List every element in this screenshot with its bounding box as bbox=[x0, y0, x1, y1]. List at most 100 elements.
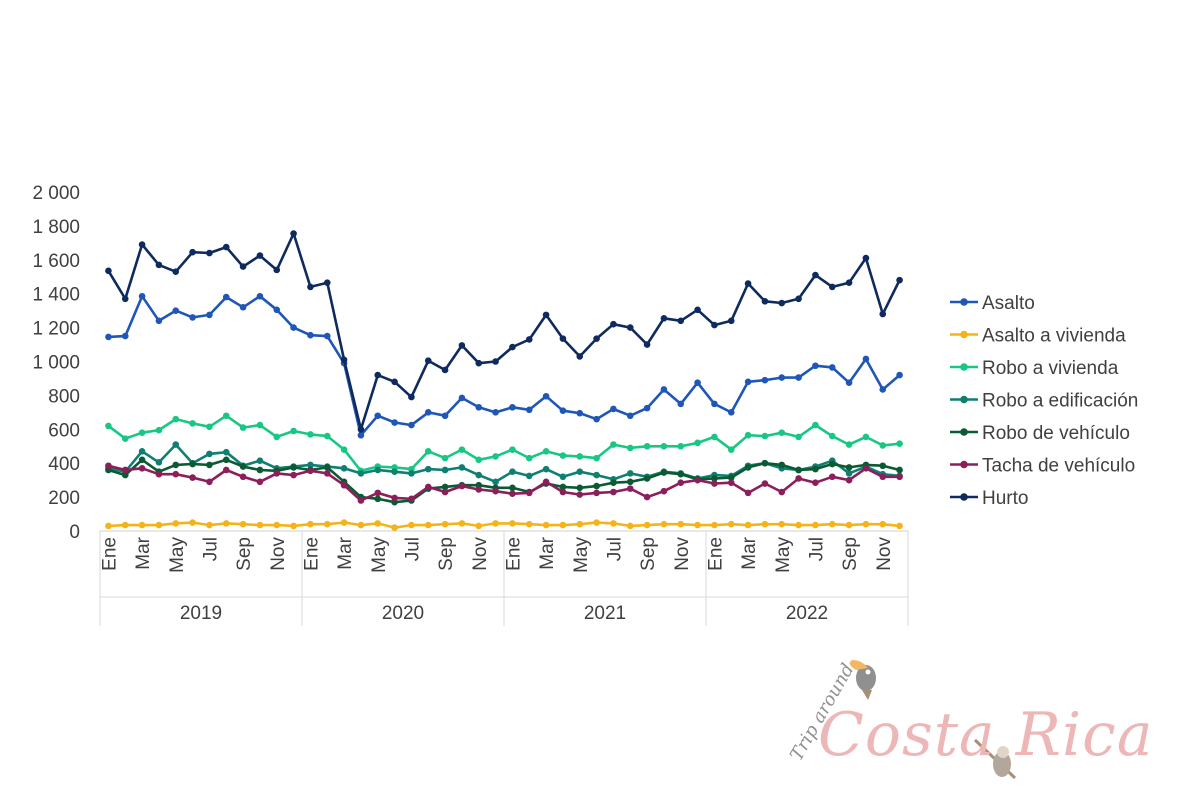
data-point bbox=[896, 522, 903, 530]
data-point bbox=[391, 494, 398, 502]
legend-item: Asalto a vivienda bbox=[950, 326, 1126, 347]
data-point bbox=[795, 433, 802, 441]
data-point bbox=[828, 473, 836, 481]
data-point bbox=[155, 459, 163, 466]
data-point bbox=[458, 482, 466, 490]
data-point bbox=[828, 460, 836, 468]
x-tick-label: Sep bbox=[840, 537, 861, 571]
data-point bbox=[307, 331, 314, 339]
x-tick-label: Sep bbox=[234, 537, 255, 571]
data-point bbox=[660, 442, 668, 450]
data-point bbox=[576, 520, 584, 528]
data-point bbox=[643, 442, 651, 450]
data-point bbox=[155, 426, 163, 434]
data-point bbox=[290, 324, 297, 331]
data-point bbox=[391, 419, 398, 426]
data-point bbox=[391, 524, 398, 531]
series-asalto bbox=[105, 292, 903, 439]
data-point bbox=[424, 521, 432, 529]
legend-label: Asalto bbox=[982, 293, 1035, 314]
data-point bbox=[896, 371, 903, 379]
data-point bbox=[862, 254, 870, 262]
data-point bbox=[323, 332, 331, 340]
data-point bbox=[357, 497, 365, 504]
data-point bbox=[222, 412, 230, 420]
data-point bbox=[778, 299, 786, 307]
legend-item: Robo a edificación bbox=[950, 391, 1138, 412]
data-point bbox=[711, 400, 718, 408]
data-point bbox=[105, 522, 112, 530]
data-point bbox=[121, 295, 129, 303]
data-point bbox=[778, 429, 786, 436]
data-point bbox=[896, 473, 903, 481]
data-point bbox=[206, 423, 213, 431]
data-point bbox=[643, 475, 651, 482]
data-point bbox=[542, 448, 550, 455]
data-point bbox=[643, 521, 651, 529]
data-point bbox=[593, 519, 600, 526]
data-point bbox=[845, 476, 853, 484]
data-point bbox=[694, 476, 701, 484]
data-point bbox=[290, 230, 297, 237]
data-point bbox=[694, 306, 701, 314]
data-point bbox=[206, 311, 213, 319]
data-point bbox=[222, 520, 230, 527]
data-point bbox=[239, 424, 247, 431]
data-point bbox=[340, 481, 348, 489]
data-point bbox=[340, 519, 348, 526]
data-point bbox=[189, 519, 196, 526]
data-point bbox=[677, 520, 685, 528]
data-point bbox=[677, 317, 685, 325]
data-point bbox=[576, 453, 584, 460]
data-point bbox=[593, 471, 600, 479]
data-point bbox=[256, 521, 264, 529]
data-point bbox=[610, 441, 617, 448]
data-point bbox=[307, 283, 314, 291]
legend-label: Robo a vivienda bbox=[982, 358, 1119, 379]
data-point bbox=[727, 446, 735, 453]
data-point bbox=[559, 335, 567, 342]
data-point bbox=[441, 466, 449, 474]
data-point bbox=[121, 332, 129, 340]
data-point bbox=[374, 489, 382, 497]
data-point bbox=[542, 478, 550, 486]
legend-swatch-marker bbox=[960, 330, 968, 339]
series-hurto bbox=[105, 230, 903, 433]
data-point bbox=[812, 521, 819, 529]
data-point bbox=[441, 520, 449, 528]
data-point bbox=[761, 480, 769, 487]
data-point bbox=[559, 473, 567, 481]
data-point bbox=[441, 366, 449, 374]
data-point bbox=[593, 415, 600, 423]
data-point bbox=[711, 521, 718, 529]
data-point bbox=[593, 489, 600, 497]
data-point bbox=[408, 495, 415, 503]
data-point bbox=[795, 295, 802, 303]
data-point bbox=[206, 521, 213, 529]
data-point bbox=[441, 483, 449, 491]
data-point bbox=[239, 463, 247, 470]
data-point bbox=[509, 520, 516, 527]
data-point bbox=[424, 409, 432, 416]
data-point bbox=[660, 469, 668, 476]
data-point bbox=[172, 470, 180, 478]
x-tick-label: Mar bbox=[739, 536, 760, 569]
data-point bbox=[845, 441, 853, 448]
data-point bbox=[121, 466, 129, 474]
x-axis: Ene Mar May Jul Sep Nov Ene Mar May Jul Sep Nov Ene M… bbox=[99, 530, 909, 626]
data-point bbox=[374, 520, 382, 527]
data-point bbox=[711, 475, 718, 482]
data-point bbox=[559, 452, 567, 459]
data-point bbox=[256, 252, 264, 259]
data-point bbox=[105, 422, 112, 430]
data-point bbox=[105, 333, 112, 341]
legend-swatch-marker bbox=[960, 363, 968, 371]
data-point bbox=[795, 475, 802, 482]
data-point bbox=[138, 292, 146, 300]
data-point bbox=[222, 243, 230, 251]
data-point bbox=[408, 521, 415, 529]
data-point bbox=[626, 485, 634, 492]
data-point bbox=[525, 489, 533, 497]
data-point bbox=[222, 456, 230, 464]
data-point bbox=[492, 520, 499, 527]
